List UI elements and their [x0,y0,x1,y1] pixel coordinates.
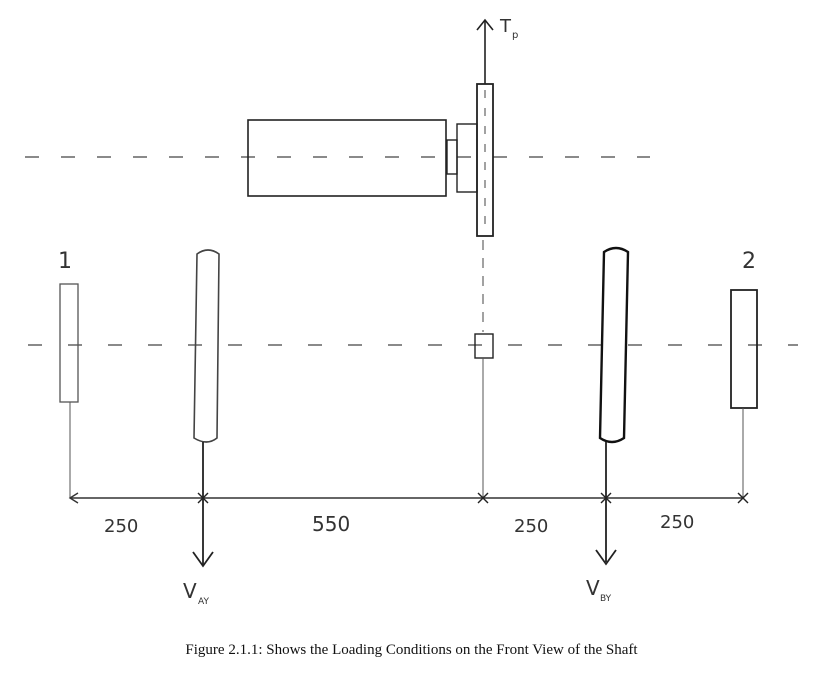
reaction-a-label-sub: AY [198,597,209,607]
support-a-shaft [193,249,220,443]
bearing-1-label: 1 [58,249,72,274]
dimension-left-arrow [68,492,79,504]
pulley-section-square [474,333,494,359]
pulley [476,83,494,237]
reaction-b-label: V [586,576,600,600]
dimension-tick-b [600,492,612,504]
reaction-b-arrow-head [595,549,617,566]
dimension-value-2: 550 [312,512,350,536]
bearing-1 [59,283,79,403]
figure-caption: Figure 2.1.1: Shows the Loading Conditio… [185,642,638,658]
dimension-value-3: 250 [514,516,548,537]
tp-label: T [499,16,512,37]
dimension-value-4: 250 [660,512,694,533]
dimension-tick-a [197,492,209,504]
bearing-2 [730,289,758,409]
support-b-shaft [598,246,630,444]
dimension-value-1: 250 [104,516,138,537]
bearing-2-label: 2 [742,249,756,274]
motor-hub [456,123,478,193]
tp-label-sub: p [512,30,518,41]
reaction-a-arrow-head [192,551,214,568]
motor-coupling [446,139,458,175]
reaction-b-label-sub: BY [600,594,612,604]
tp-arrow-head [476,18,494,31]
reaction-a-label: V [183,579,197,603]
dimension-tick-end [737,492,749,504]
motor-block [247,119,447,197]
dimension-tick-pulley [477,492,489,504]
